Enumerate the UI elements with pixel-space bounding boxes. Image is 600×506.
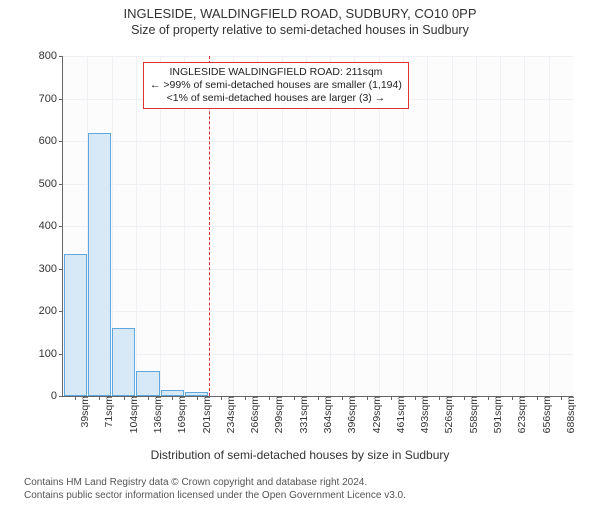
xtick-label: 558sqm [464,396,480,433]
ytick-label: 800 [39,50,63,62]
xtick-label: 364sqm [318,396,334,433]
ytick-label: 700 [39,93,63,105]
histogram-bar [136,371,159,397]
gridline-horizontal [63,269,573,270]
histogram-bar [161,390,184,396]
ytick-label: 200 [39,305,63,317]
xtick-label: 169sqm [172,396,188,433]
gridline-horizontal [63,226,573,227]
histogram-bar [112,328,135,396]
xtick-label: 136sqm [148,396,164,433]
xtick-label: 493sqm [415,396,431,433]
xtick-label: 623sqm [512,396,528,433]
ytick-label: 100 [39,348,63,360]
gridline-vertical [476,56,477,396]
annotation-box: INGLESIDE WALDINGFIELD ROAD: 211sqm ← >9… [143,62,409,109]
chart-title-line1: INGLESIDE, WALDINGFIELD ROAD, SUDBURY, C… [0,6,600,21]
xtick-label: 396sqm [342,396,358,433]
gridline-vertical [549,56,550,396]
x-axis-label: Distribution of semi-detached houses by … [0,448,600,462]
xtick-label: 656sqm [537,396,553,433]
gridline-horizontal [63,184,573,185]
ytick-label: 500 [39,178,63,190]
footer-line1: Contains HM Land Registry data © Crown c… [24,476,592,489]
chart-region: Number of semi-detached properties 01002… [0,46,600,466]
gridline-horizontal [63,311,573,312]
xtick-label: 299sqm [269,396,285,433]
chart-title-line2: Size of property relative to semi-detach… [0,23,600,37]
xtick-label: 331sqm [294,396,310,433]
annotation-line1: INGLESIDE WALDINGFIELD ROAD: 211sqm [150,66,402,79]
gridline-horizontal [63,56,573,57]
xtick-label: 71sqm [99,396,115,428]
ytick-label: 400 [39,220,63,232]
annotation-line3: <1% of semi-detached houses are larger (… [150,92,402,105]
gridline-vertical [427,56,428,396]
xtick-label: 266sqm [245,396,261,433]
xtick-label: 591sqm [488,396,504,433]
plot-area: 010020030040050060070080039sqm71sqm104sq… [62,56,573,397]
annotation-line2: ← >99% of semi-detached houses are small… [150,79,402,92]
gridline-vertical [452,56,453,396]
xtick-label: 688sqm [561,396,577,433]
attribution-footer: Contains HM Land Registry data © Crown c… [24,476,592,502]
gridline-vertical [500,56,501,396]
gridline-vertical [524,56,525,396]
xtick-label: 39sqm [75,396,91,428]
gridline-horizontal [63,141,573,142]
xtick-label: 201sqm [197,396,213,433]
histogram-bar [185,392,208,396]
ytick-label: 600 [39,135,63,147]
gridline-vertical [136,56,137,396]
xtick-label: 234sqm [221,396,237,433]
xtick-label: 104sqm [124,396,140,433]
ytick-label: 0 [51,390,63,402]
xtick-label: 526sqm [439,396,455,433]
ytick-label: 300 [39,263,63,275]
histogram-bar [88,133,111,397]
gridline-horizontal [63,354,573,355]
xtick-label: 461sqm [391,396,407,433]
footer-line2: Contains public sector information licen… [24,489,592,502]
histogram-bar [64,254,87,396]
xtick-label: 429sqm [367,396,383,433]
